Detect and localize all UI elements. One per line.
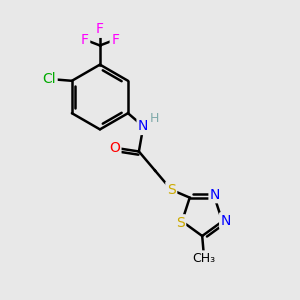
Text: F: F [81,33,88,46]
Text: Cl: Cl [42,72,56,86]
Text: CH₃: CH₃ [192,252,215,265]
Text: S: S [167,183,176,197]
Text: F: F [96,22,104,36]
Text: N: N [138,119,148,134]
Text: S: S [176,216,184,230]
Text: F: F [111,33,119,46]
Text: H: H [150,112,159,125]
Text: N: N [210,188,220,202]
Text: N: N [221,214,231,228]
Text: O: O [109,141,120,155]
